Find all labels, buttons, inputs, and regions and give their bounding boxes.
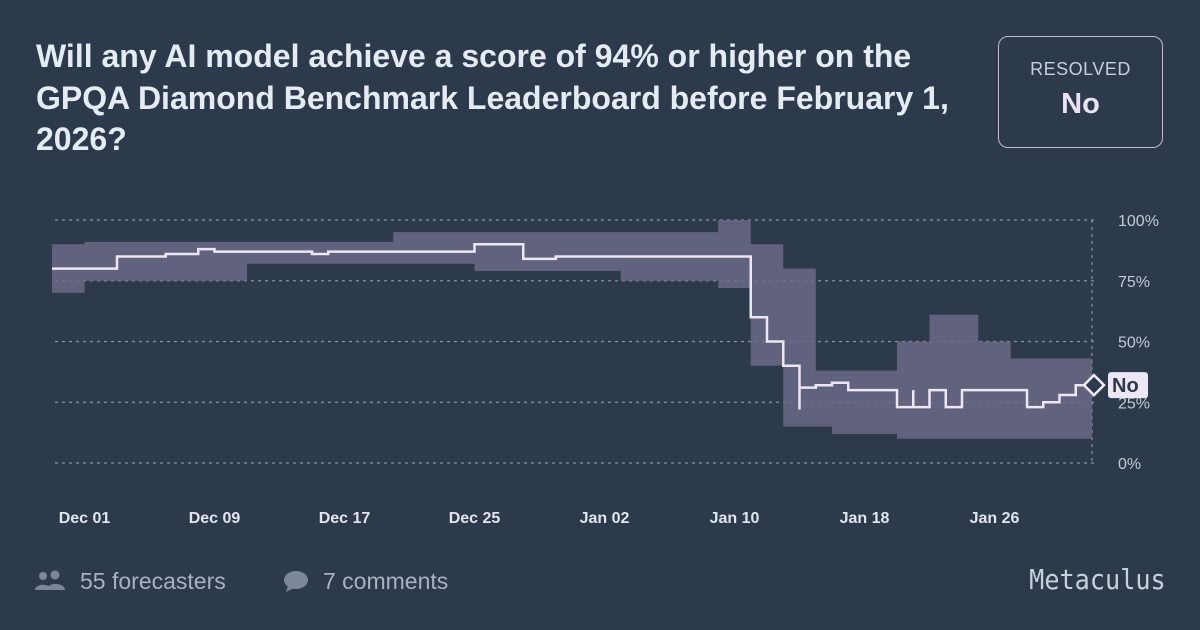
comments-label: 7 comments — [323, 567, 449, 594]
x-tick-label: Jan 18 — [840, 510, 890, 527]
x-tick-label: Dec 01 — [59, 510, 111, 527]
forecast-chart: 100% 75% 50% 25% 0% No Dec 01 Dec 09 Dec 17 Dec 2… — [52, 213, 1159, 527]
resolution-tag — [1108, 372, 1148, 399]
comment-icon — [284, 571, 308, 592]
question-title: Will any AI model achieve a score of 94%… — [36, 38, 949, 158]
y-tick-label: 25% — [1118, 395, 1150, 412]
resolution-value: No — [1061, 88, 1100, 120]
comments-count: 7 comments — [283, 566, 448, 596]
forecasters-label: 55 forecasters — [80, 567, 226, 594]
resolution-marker — [1082, 373, 1106, 397]
y-tick-label: 0% — [1118, 456, 1141, 473]
x-tick-label: Jan 02 — [580, 510, 630, 527]
users-icon — [35, 570, 65, 590]
resolution-label: RESOLVED — [1030, 59, 1131, 79]
y-tick-label: 50% — [1118, 335, 1150, 352]
x-tick-label: Jan 10 — [710, 510, 760, 527]
x-tick-label: Dec 25 — [449, 510, 501, 527]
x-tick-label: Dec 17 — [319, 510, 371, 527]
x-tick-label: Jan 26 — [970, 510, 1020, 527]
resolution-badge: RESOLVED No — [998, 36, 1163, 148]
y-tick-label: 75% — [1118, 274, 1150, 291]
forecasters-count: 55 forecasters — [34, 566, 226, 596]
resolution-tag-label: No — [1112, 375, 1139, 397]
forecast-line — [52, 243, 1094, 410]
x-tick-label: Dec 09 — [189, 510, 241, 527]
brand-logo: Metaculus — [1029, 563, 1166, 596]
uncertainty-band — [52, 220, 1092, 439]
y-tick-label: 100% — [1118, 213, 1159, 230]
